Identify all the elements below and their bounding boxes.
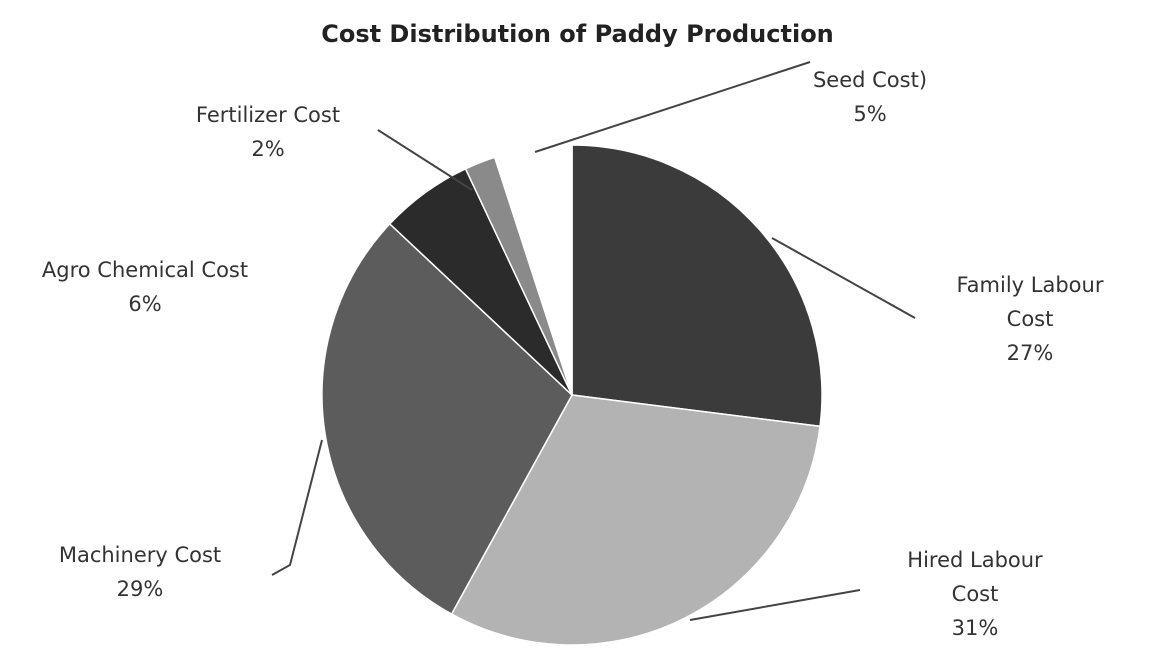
pie-slice	[450, 394, 821, 646]
percent-label: 5%	[853, 102, 887, 126]
leader-line	[377, 129, 473, 191]
category-name: Family Labour Cost	[956, 273, 1104, 331]
leader-line	[271, 439, 323, 576]
slice-label: Machinery Cost 29%	[10, 538, 270, 606]
category-name: Seed Cost)	[812, 68, 928, 92]
leader-line	[689, 589, 861, 621]
percent-label: 29%	[116, 577, 164, 601]
leader-line	[771, 237, 916, 319]
leader-line	[534, 61, 811, 153]
slice-label: Fertilizer Cost 2%	[148, 98, 388, 166]
slice-label: Agro Chemical Cost 6%	[35, 253, 255, 321]
slice-label: Seed Cost) 5%	[780, 63, 960, 131]
category-name: Agro Chemical Cost	[41, 258, 249, 282]
percent-label: 6%	[128, 292, 162, 316]
pie-slice	[493, 144, 573, 396]
percent-label: 31%	[951, 616, 999, 640]
slice-label: Hired Labour Cost 31%	[890, 543, 1060, 645]
percent-label: 27%	[1006, 341, 1054, 365]
category-name: Fertilizer Cost	[195, 103, 341, 127]
chart-title: Cost Distribution of Paddy Production	[321, 20, 834, 48]
slice-label: Family Labour Cost 27%	[935, 268, 1125, 370]
category-name: Hired Labour Cost	[907, 548, 1043, 606]
pie-slice	[321, 222, 573, 616]
percent-label: 2%	[251, 137, 285, 161]
category-name: Machinery Cost	[58, 543, 222, 567]
pie-slice	[571, 144, 823, 428]
